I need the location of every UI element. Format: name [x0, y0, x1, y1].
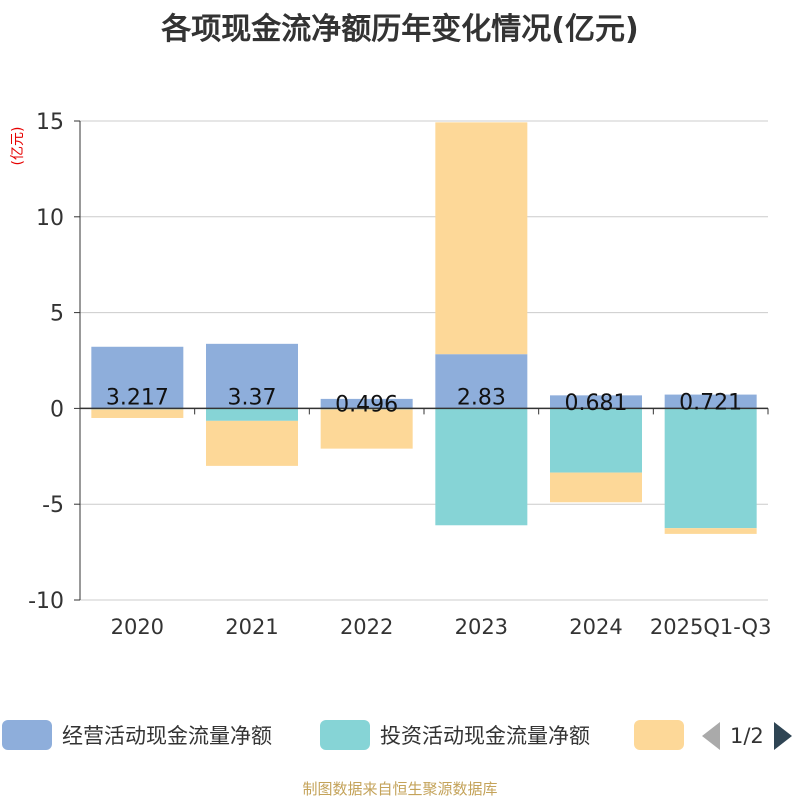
bar [206, 408, 298, 421]
bar [435, 354, 528, 409]
bars [91, 122, 757, 534]
legend-swatch-investing [320, 720, 370, 750]
y-tick-label: 5 [50, 302, 64, 327]
x-tick-label: 2025Q1-Q3 [650, 615, 772, 639]
legend-swatch-financing [634, 720, 684, 750]
bar [206, 420, 298, 466]
legend: 经营活动现金流量净额 投资活动现金流量净额 1/2 [0, 712, 800, 760]
bar [550, 408, 642, 473]
data-label: 0.681 [565, 391, 628, 416]
bar [435, 122, 528, 355]
x-tick-label: 2020 [111, 615, 164, 639]
legend-label-operating: 经营活动现金流量净额 [62, 724, 272, 748]
bar [664, 408, 757, 529]
data-label: 0.496 [335, 393, 398, 418]
legend-item-financing[interactable] [634, 720, 694, 750]
bar [550, 395, 642, 409]
chart-title: 各项现金流净额历年变化情况(亿元) [161, 12, 639, 47]
gridlines [80, 120, 768, 601]
data-labels: 3.217 3.37 0.496 2.83 0.681 0.721 [106, 385, 742, 417]
bar [91, 346, 184, 409]
legend-item-operating[interactable]: 经营活动现金流量净额 [2, 720, 272, 750]
bar [435, 408, 528, 526]
legend-pager: 1/2 [702, 718, 792, 754]
bar [664, 528, 757, 534]
x-tick-label: 2024 [569, 615, 622, 639]
y-tick-label: -10 [28, 589, 64, 614]
data-label: 3.37 [228, 385, 277, 410]
bar-chart: 15 10 5 0 -5 -10 (亿元) 2020 2021 2022 2023 2024 2025Q… [10, 110, 771, 639]
bar [550, 472, 642, 503]
data-label: 3.217 [106, 385, 169, 410]
bar [320, 409, 413, 449]
legend-swatch-operating [2, 720, 52, 750]
bar [664, 394, 757, 409]
legend-item-investing[interactable]: 投资活动现金流量净额 [320, 720, 590, 750]
bar [206, 343, 298, 409]
x-tick-label: 2023 [455, 615, 508, 639]
data-label: 2.83 [457, 385, 506, 410]
y-axis-label: (亿元) [10, 127, 26, 166]
legend-label-investing: 投资活动现金流量净额 [380, 724, 590, 748]
x-tick-label: 2021 [225, 615, 278, 639]
legend-page-indicator: 1/2 [730, 724, 764, 748]
axes: 15 10 5 0 -5 -10 (亿元) 2020 2021 2022 2023 2024 2025Q… [10, 110, 771, 639]
bar [91, 409, 184, 418]
data-label: 0.721 [679, 390, 742, 415]
bar [320, 398, 413, 409]
source-note: 制图数据来自恒生聚源数据库 [302, 780, 498, 798]
previous-page-arrow-icon[interactable] [702, 722, 720, 750]
x-tick-label: 2022 [340, 615, 393, 639]
y-tick-label: 10 [36, 206, 64, 231]
y-tick-label: -5 [42, 493, 64, 518]
y-tick-label: 0 [50, 397, 64, 422]
y-tick-label: 15 [36, 110, 64, 135]
next-page-arrow-icon[interactable] [773, 722, 792, 750]
